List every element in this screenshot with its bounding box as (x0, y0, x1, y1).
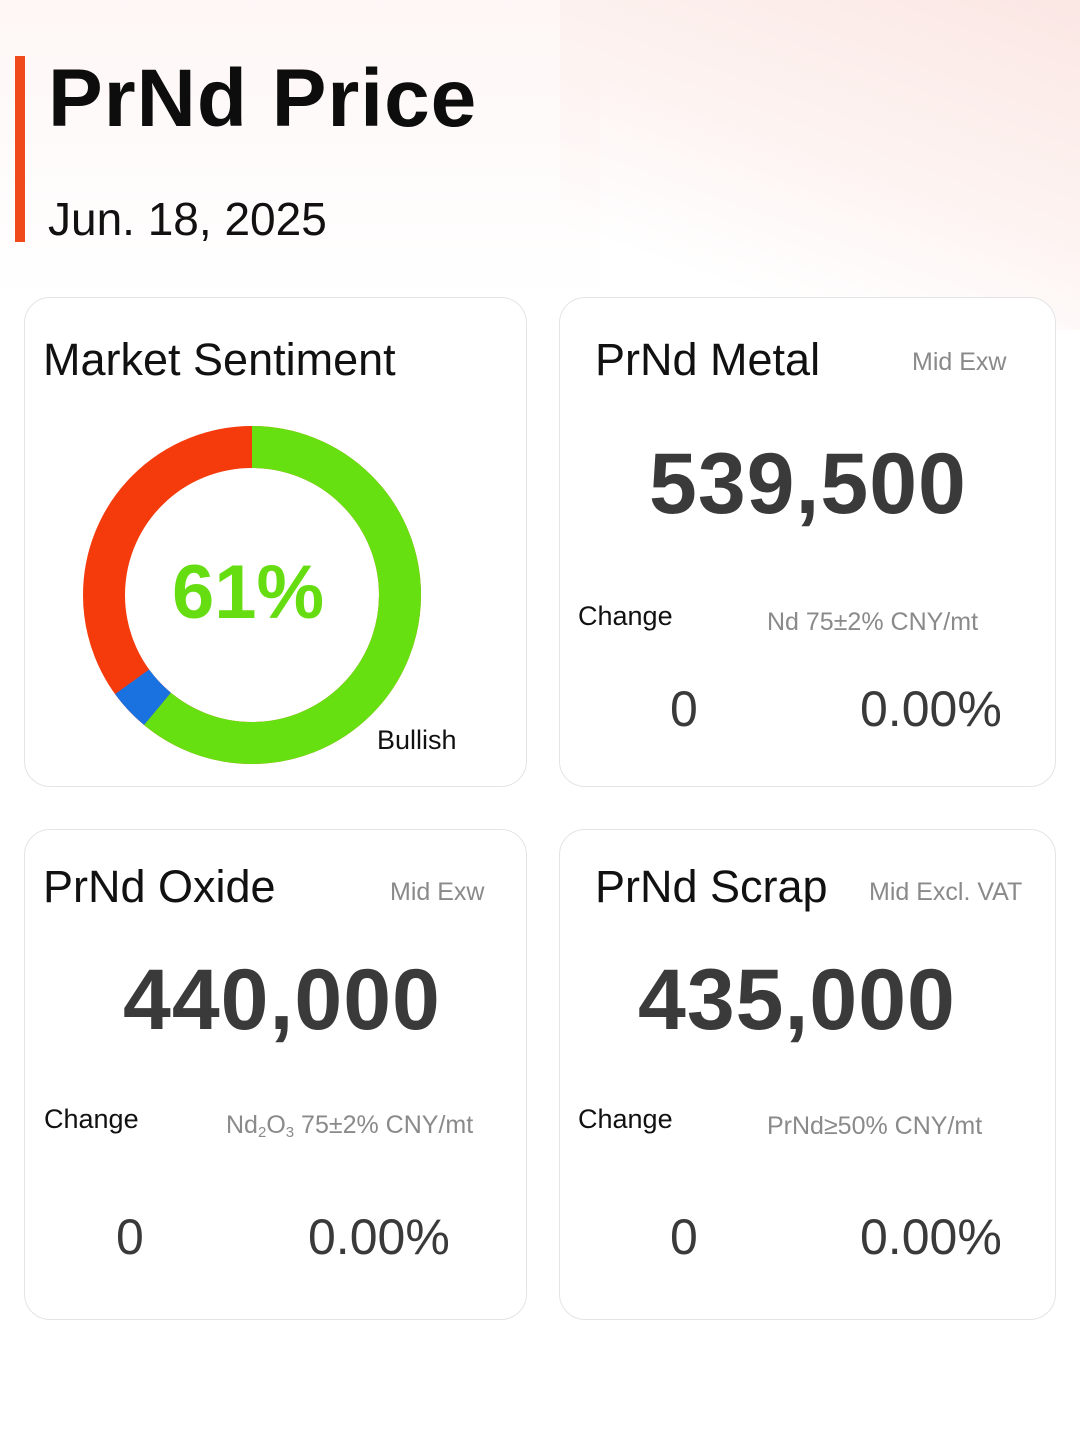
scrap-spec: PrNd≥50% CNY/mt (767, 1112, 983, 1140)
sentiment-state-label: Bullish (377, 725, 457, 755)
price-date: Jun. 18, 2025 (48, 193, 327, 245)
oxide-spec: Nd2O3 75±2% CNY/mt (226, 1111, 474, 1141)
oxide-price: 440,000 (123, 952, 441, 1048)
scrap-change-value: 0 (670, 1209, 698, 1265)
title-accent-bar (15, 56, 25, 242)
prnd-metal-card: PrNd Metal Mid Exw 539,500 Change Nd 75±… (559, 297, 1056, 787)
sentiment-percent: 61% (172, 550, 325, 635)
page-title: PrNd Price (48, 53, 478, 144)
scrap-change-label: Change (578, 1104, 673, 1134)
background-gradient-left (0, 0, 600, 300)
metal-spec: Nd 75±2% CNY/mt (767, 608, 979, 636)
oxide-change-percent: 0.00% (308, 1209, 450, 1265)
prnd-scrap-card: PrNd Scrap Mid Excl. VAT 435,000 Change … (559, 829, 1056, 1320)
sentiment-title: Market Sentiment (43, 334, 396, 385)
metal-title: PrNd Metal (595, 334, 821, 385)
sentiment-donut-chart (83, 426, 421, 764)
oxide-title: PrNd Oxide (43, 861, 276, 912)
scrap-title: PrNd Scrap (595, 861, 828, 912)
prnd-oxide-card: PrNd Oxide Mid Exw 440,000 Change Nd2O3 … (24, 829, 527, 1320)
scrap-qualifier: Mid Excl. VAT (869, 878, 1023, 906)
scrap-price: 435,000 (638, 952, 956, 1048)
background-gradient-right (560, 0, 1080, 330)
scrap-change-percent: 0.00% (860, 1209, 1002, 1265)
oxide-change-label: Change (44, 1104, 139, 1134)
metal-change-value: 0 (670, 681, 698, 737)
metal-qualifier: Mid Exw (912, 348, 1007, 376)
metal-change-percent: 0.00% (860, 681, 1002, 737)
oxide-change-value: 0 (116, 1209, 144, 1265)
oxide-qualifier: Mid Exw (390, 878, 485, 906)
donut-bullish-segment (83, 426, 421, 764)
metal-change-label: Change (578, 601, 673, 631)
market-sentiment-card: Market Sentiment 61% Bullish (24, 297, 527, 787)
metal-price: 539,500 (649, 436, 967, 532)
